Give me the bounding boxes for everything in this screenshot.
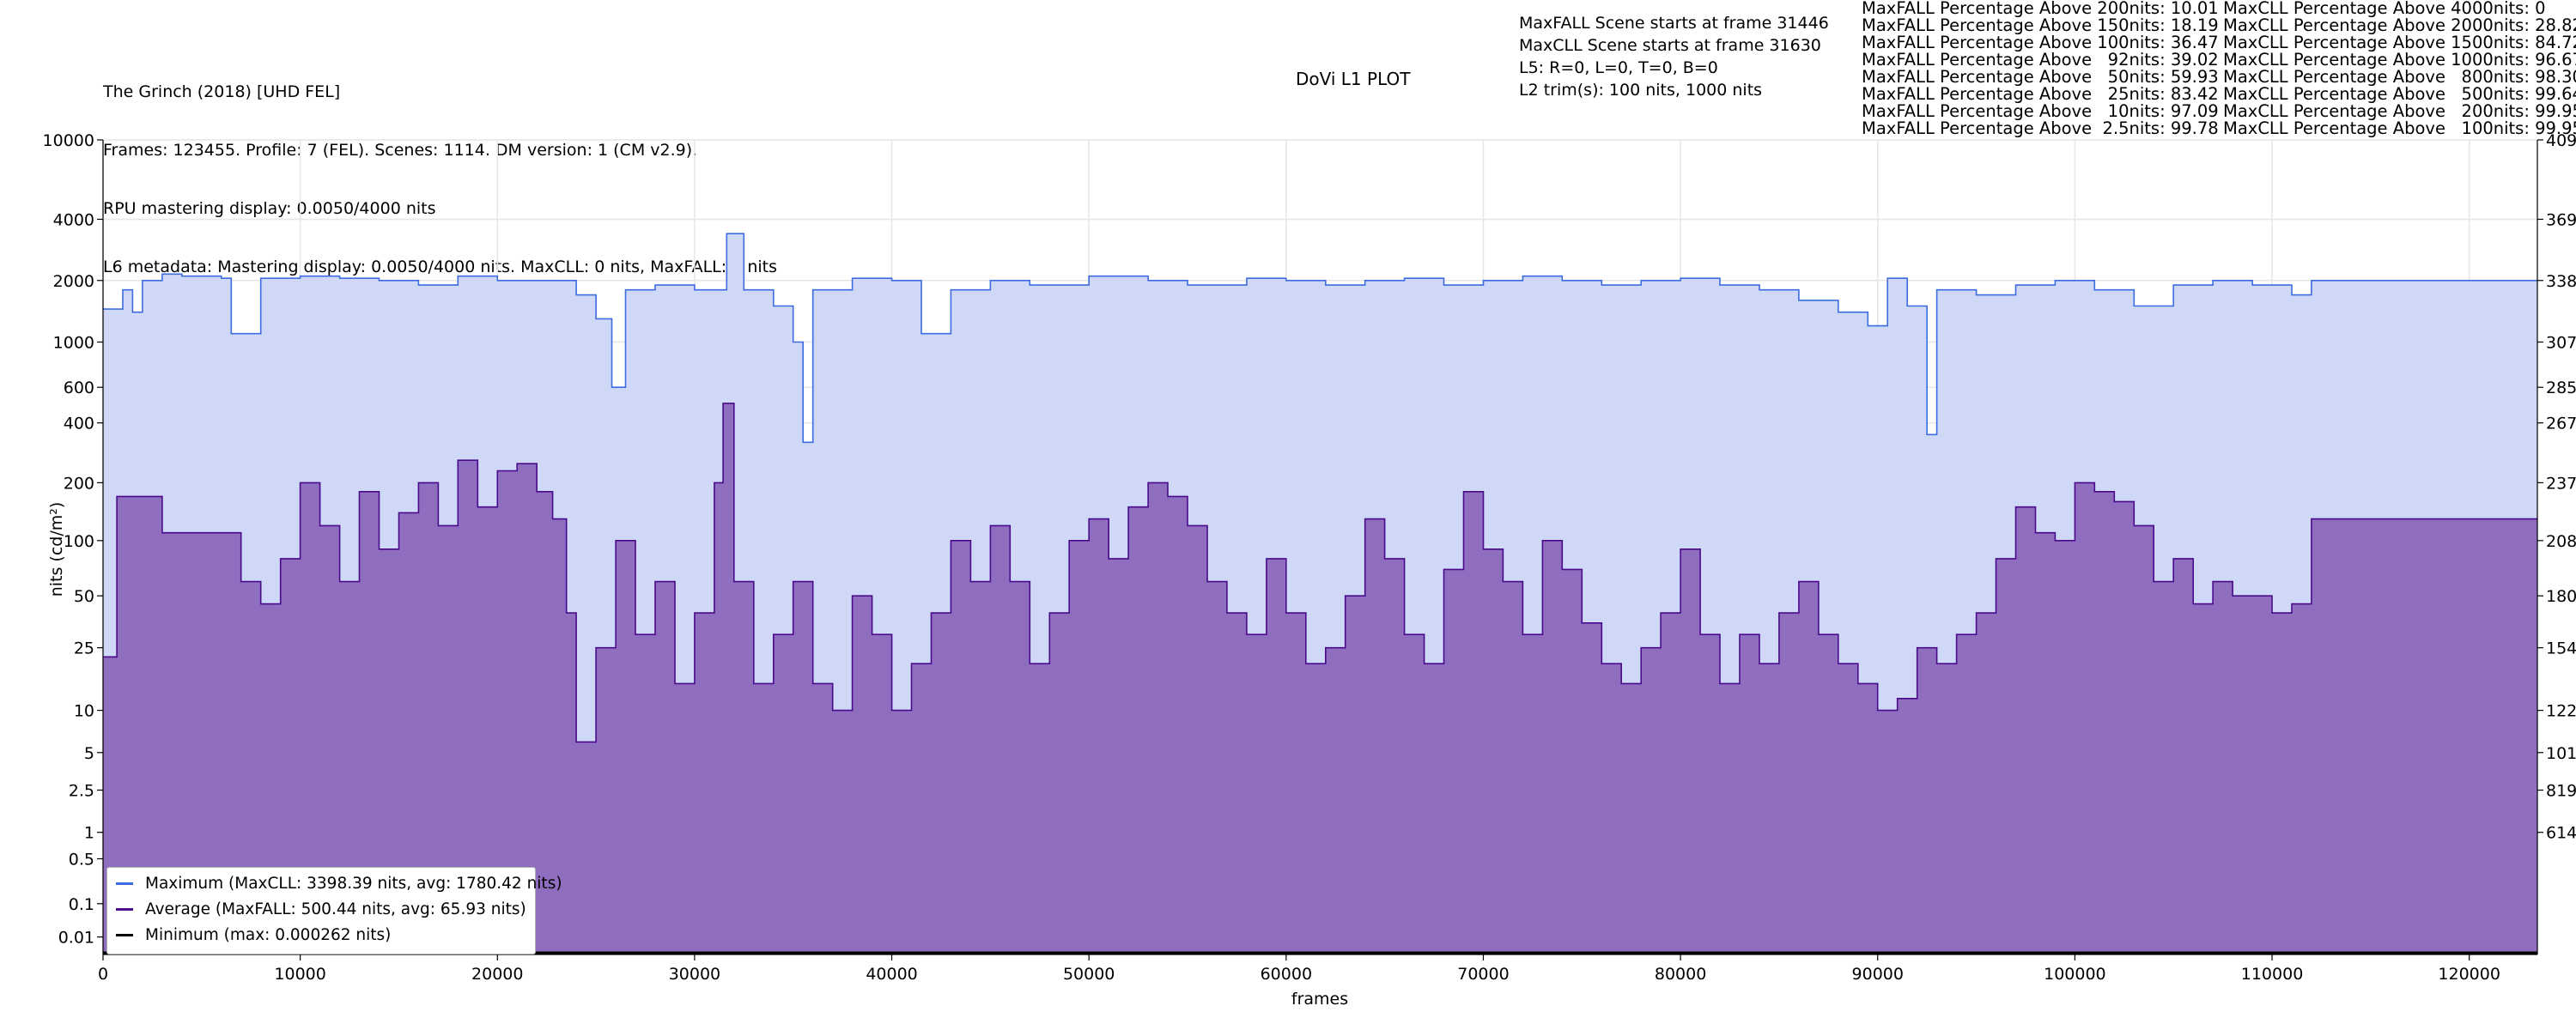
maxcll-stat-line: MaxCLL Percentage Above 4000nits: 0 [2223,0,2546,18]
x-tick-label: 100000 [2044,965,2106,984]
axes-layer [102,140,2538,955]
y-tick-label: 0.01 [58,929,94,948]
l2-trims-line: L2 trim(s): 100 nits, 1000 nits [1519,81,1763,100]
y-tick-label: 600 [64,379,94,397]
maxfall-stats: MaxFALL Percentage Above 200nits: 10.01 … [1862,0,2219,137]
x-axis-label: frames [1291,990,1348,1009]
y2-tick-label: 1542 [2546,639,2576,658]
y2-tick-label: 1015 [2546,744,2576,763]
y-axis-label: nits (cd/m²) [47,502,66,597]
y-tick-label: 25 [74,639,94,658]
average-line [103,403,2537,743]
legend-swatch [116,934,133,936]
header-info: The Grinch (2018) [UHD FEL] Frames: 1234… [103,45,777,296]
maxcll-scene-line: MaxCLL Scene starts at frame 31630 [1519,36,1821,55]
maxfall-stat-line: MaxFALL Percentage Above 150nits: 18.19 [1862,15,2219,35]
y-tick-label: 4000 [53,210,94,229]
x-tick-label: 120000 [2438,965,2500,984]
l6-metadata-info: L6 metadata: Mastering display: 0.0050/4… [103,258,778,276]
l5-line: L5: R=0, L=0, T=0, B=0 [1519,58,1718,77]
x-tick-label: 70000 [1457,965,1509,984]
legend-label: Minimum (max: 0.000262 nits) [145,926,392,944]
maxcll-stat-line: MaxCLL Percentage Above 200nits: 99.95 [2223,101,2576,121]
y2-tick-label: 3696 [2546,210,2576,229]
x-tick-label: 40000 [866,965,917,984]
y2-tick-label: 1803 [2546,587,2576,606]
maxfall-stat-line: MaxFALL Percentage Above 200nits: 10.01 [1862,0,2219,18]
y-tick-label: 100 [64,532,94,551]
x-tick-label: 110000 [2241,965,2304,984]
maxcll-stat-line: MaxCLL Percentage Above 800nits: 98.30 [2223,67,2576,87]
legend: Maximum (MaxCLL: 3398.39 nits, avg: 1780… [106,867,562,954]
movie-title: The Grinch (2018) [UHD FEL] [103,82,341,101]
ticks-layer: 1000040002000100060040020010050251052.51… [43,131,2576,984]
x-tick-label: 60000 [1261,965,1312,984]
maxcll-stat-line: MaxCLL Percentage Above 1000nits: 96.67 [2223,50,2576,70]
maxfall-scene-line: MaxFALL Scene starts at frame 31446 [1519,14,1829,33]
x-tick-label: 20000 [471,965,523,984]
y2-tick-label: 614 [2546,824,2576,843]
legend-item-average: Average (MaxFALL: 500.44 nits, avg: 65.9… [116,900,526,918]
y-tick-label: 200 [64,474,94,493]
x-tick-label: 30000 [669,965,720,984]
x-tick-label: 10000 [274,965,325,984]
maxcll-stat-line: MaxCLL Percentage Above 1500nits: 84.72 [2223,33,2576,52]
y2-tick-label: 1229 [2546,702,2576,721]
legend-swatch [116,908,133,911]
legend-item-maximum: Maximum (MaxCLL: 3398.39 nits, avg: 1780… [116,875,562,893]
maxfall-stat-line: MaxFALL Percentage Above 25nits: 83.42 [1862,84,2219,104]
series-layer [103,233,2537,954]
legend-item-minimum: Minimum (max: 0.000262 nits) [116,926,391,944]
x-tick-label: 80000 [1655,965,1706,984]
y-tick-label: 1000 [53,334,94,353]
y2-tick-label: 3388 [2546,272,2576,291]
maxfall-stat-line: MaxFALL Percentage Above 10nits: 97.09 [1862,101,2219,121]
y-tick-label: 5 [84,744,94,763]
y-tick-label: 10000 [43,131,94,150]
maxfall-stat-line: MaxFALL Percentage Above 92nits: 39.02 [1862,50,2219,70]
maxcll-stat-line: MaxCLL Percentage Above 2000nits: 28.82 [2223,15,2576,35]
y-tick-label: 50 [74,587,94,606]
maxfall-stat-line: MaxFALL Percentage Above 2.5nits: 99.78 [1862,118,2219,138]
y-tick-label: 2000 [53,272,94,291]
legend-label: Maximum (MaxCLL: 3398.39 nits, avg: 1780… [145,875,562,893]
y-tick-label: 0.5 [69,851,94,869]
maxcll-stat-line: MaxCLL Percentage Above 500nits: 99.64 [2223,84,2576,104]
maxcll-stats: MaxCLL Percentage Above 4000nits: 0 MaxC… [2223,0,2576,137]
y-tick-label: 2.5 [69,782,94,801]
x-tick-label: 50000 [1063,965,1115,984]
scene-info: MaxFALL Scene starts at frame 31446 MaxC… [1519,12,1829,101]
y-tick-label: 400 [64,415,94,433]
y2-tick-label: 819 [2546,782,2576,801]
average-area [103,403,2537,954]
y2-tick-label: 2851 [2546,379,2576,397]
x-tick-label: 90000 [1852,965,1904,984]
legend-swatch [116,882,133,885]
plot-title: DoVi L1 PLOT [1296,69,1411,89]
maxcll-stat-line: MaxCLL Percentage Above 100nits: 99.95 [2223,118,2576,138]
y-tick-label: 1 [84,824,94,843]
maxfall-stat-line: MaxFALL Percentage Above 50nits: 59.93 [1862,67,2219,87]
maximum-line [103,233,2537,444]
x-tick-label: 0 [98,965,108,984]
maxfall-stat-line: MaxFALL Percentage Above 100nits: 36.47 [1862,33,2219,52]
legend-label: Average (MaxFALL: 500.44 nits, avg: 65.9… [145,900,526,918]
y2-tick-label: 3079 [2546,334,2576,353]
y2-tick-label: 4095 [2546,131,2576,150]
frames-info: Frames: 123455. Profile: 7 (FEL). Scenes… [103,141,698,160]
y-tick-label: 0.1 [69,895,94,914]
rpu-mastering-info: RPU mastering display: 0.0050/4000 nits [103,199,436,218]
y-tick-label: 10 [74,702,94,721]
